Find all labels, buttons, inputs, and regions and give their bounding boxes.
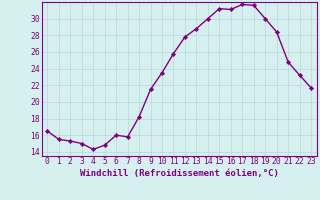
X-axis label: Windchill (Refroidissement éolien,°C): Windchill (Refroidissement éolien,°C) xyxy=(80,169,279,178)
